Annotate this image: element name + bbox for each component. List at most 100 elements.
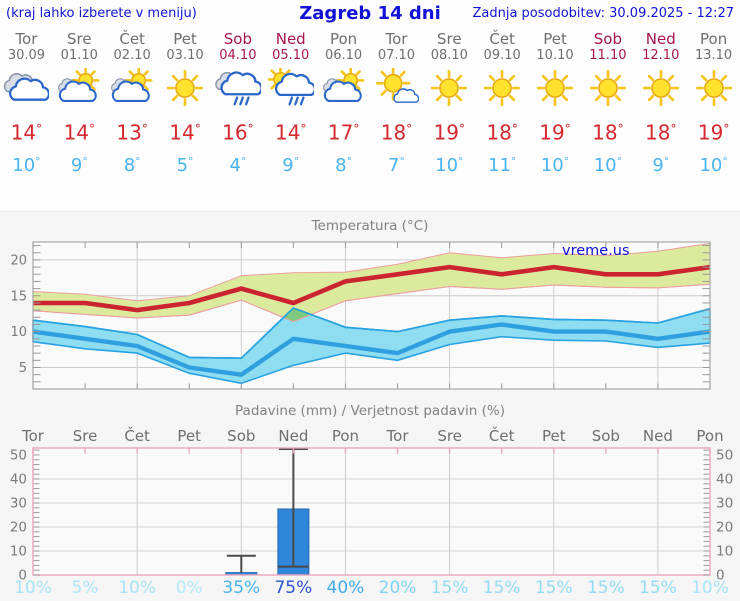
- day-date-label: 11.10: [589, 48, 627, 63]
- weather-icon-partly-cloudy: [53, 68, 106, 116]
- svg-text:0: 0: [18, 568, 27, 584]
- high-temp-label: 14°: [63, 120, 96, 145]
- day-date-label: 10.10: [536, 48, 574, 63]
- svg-text:10: 10: [10, 325, 27, 340]
- svg-text:5: 5: [19, 361, 27, 376]
- forecast-day: Pet 10.10 19° 10°: [529, 31, 582, 178]
- forecast-day: Sre 01.10 14° 9°: [53, 31, 106, 178]
- precip-day-label: Pon: [696, 427, 724, 445]
- high-temp-label: 19°: [539, 120, 571, 145]
- forecast-day: Pet 03.10 14° 5°: [159, 31, 212, 178]
- forecast-day: Pon 13.10 19° 10°: [687, 31, 740, 178]
- weather-icon-sunny: [581, 68, 634, 116]
- day-name-label: Čet: [119, 30, 145, 48]
- day-name-label: Pet: [543, 30, 567, 48]
- day-date-label: 13.10: [694, 48, 733, 63]
- precip-day-label: Tor: [386, 427, 409, 445]
- svg-text:20: 20: [10, 253, 27, 268]
- precip-day-label: Sre: [72, 427, 98, 445]
- high-temp-label: 19°: [697, 120, 730, 145]
- low-temp-label: 9°: [70, 154, 88, 176]
- precipitation-chart: 0 0 10 10 20 20 30 30 40 40 50 50: [10, 447, 733, 584]
- high-temp-label: 18°: [380, 120, 413, 145]
- low-temp-label: 8°: [335, 154, 353, 176]
- day-date-label: 08.10: [430, 48, 468, 63]
- forecast-day: Sob 04.10 16° 4°: [211, 31, 264, 178]
- weather-icon-sun-rain: [264, 68, 317, 116]
- precip-day-label: Čet: [124, 427, 150, 445]
- precip-probability-label: 15%: [586, 578, 625, 598]
- weather-icon-sunny: [159, 68, 212, 116]
- svg-text:0: 0: [716, 568, 725, 584]
- day-name-label: Sob: [223, 30, 252, 48]
- day-name-label: Čet: [489, 30, 515, 48]
- charts-section: Temperatura (°C) 5 10 15 20 vreme.us Padavin…: [0, 211, 740, 601]
- weather-icon-cloudy: [0, 68, 53, 116]
- weather-icon-sunny: [687, 68, 740, 116]
- low-temp-label: 10°: [540, 154, 570, 176]
- high-temp-label: 16°: [222, 120, 254, 145]
- high-temp-label: 19°: [433, 120, 466, 145]
- high-temp-label: 14°: [169, 120, 201, 145]
- low-temp-label: 10°: [435, 154, 464, 176]
- svg-text:30: 30: [716, 495, 733, 511]
- day-name-label: Sre: [66, 30, 92, 48]
- day-date-label: 01.10: [60, 48, 98, 63]
- last-updated: Zadnja posodobitev: 30.09.2025 - 12:27: [472, 6, 734, 21]
- day-date-label: 04.10: [219, 48, 257, 63]
- day-name-label: Tor: [15, 30, 38, 48]
- svg-text:20: 20: [716, 519, 733, 535]
- precip-day-label: Sob: [591, 427, 620, 445]
- svg-text:10: 10: [10, 543, 27, 559]
- svg-text:50: 50: [10, 447, 27, 463]
- precip-probability-label: 15%: [430, 578, 469, 598]
- day-name-label: Pon: [700, 30, 728, 48]
- precip-probability-label: 75%: [274, 578, 313, 598]
- forecast-day: Tor 30.09 14° 10°: [0, 31, 53, 178]
- svg-text:20: 20: [10, 519, 27, 535]
- high-temp-label: 18°: [592, 120, 624, 145]
- weather-icon-sunny: [476, 68, 529, 116]
- day-date-label: 06.10: [324, 48, 363, 63]
- day-name-label: Ned: [645, 30, 676, 48]
- day-name-label: Pet: [173, 30, 197, 48]
- day-name-label: Sre: [437, 30, 462, 48]
- svg-text:30: 30: [10, 495, 27, 511]
- page-title: Zagreb 14 dni: [299, 3, 441, 24]
- precip-day-label: Ned: [278, 427, 309, 445]
- low-temp-label: 9°: [282, 154, 300, 176]
- precip-day-label: Pon: [331, 427, 360, 445]
- day-date-label: 30.09: [7, 48, 46, 63]
- forecast-day: Sob 11.10 18° 10°: [581, 31, 634, 178]
- precip-probability-label: 40%: [326, 578, 365, 598]
- day-date-label: 09.10: [483, 48, 521, 63]
- high-temp-label: 18°: [645, 120, 677, 145]
- forecast-day: Čet 09.10 18° 11°: [476, 31, 529, 178]
- low-temp-label: 11°: [488, 154, 517, 176]
- forecast-day: Ned 12.10 18° 9°: [634, 31, 687, 178]
- weather-icon-rain: [211, 68, 264, 116]
- temperature-chart-title: Temperatura (°C): [311, 218, 429, 234]
- precip-probability-label: 15%: [639, 578, 677, 598]
- forecast-day: Čet 02.10 13° 8°: [106, 31, 159, 178]
- forecast-day: Tor 07.10 18° 7°: [370, 31, 423, 178]
- high-temp-label: 14°: [275, 120, 307, 145]
- precip-probability-label: 5%: [71, 578, 99, 598]
- svg-text:40: 40: [716, 471, 733, 487]
- low-temp-label: 4°: [229, 154, 247, 176]
- forecast-day: Sre 08.10 19° 10°: [423, 31, 476, 178]
- location-hint: (kraj lahko izberete v meniju): [6, 6, 197, 21]
- forecast-day: Pon 06.10 17° 8°: [317, 31, 370, 178]
- day-date-label: 12.10: [642, 48, 680, 63]
- day-name-label: Pon: [329, 30, 358, 48]
- precip-probability-label: 20%: [378, 578, 417, 598]
- low-temp-label: 9°: [652, 154, 670, 176]
- precip-probability-label: 0%: [175, 578, 203, 598]
- precip-day-label: Pet: [541, 427, 566, 445]
- low-temp-label: 8°: [123, 154, 141, 176]
- precipitation-probability-row: 10% 5% 10% 0% 35% 75% 40% 20% 15% 15% 15% 15% 15% 10%: [0, 578, 740, 600]
- forecast-strip: Tor 30.09 14° 10° Sre 01.10 14° 9° Čet 02.10 13° 8°…: [0, 31, 740, 178]
- day-name-label: Ned: [275, 30, 306, 48]
- precip-probability-label: 10%: [691, 578, 729, 598]
- day-name-label: Sob: [593, 30, 622, 48]
